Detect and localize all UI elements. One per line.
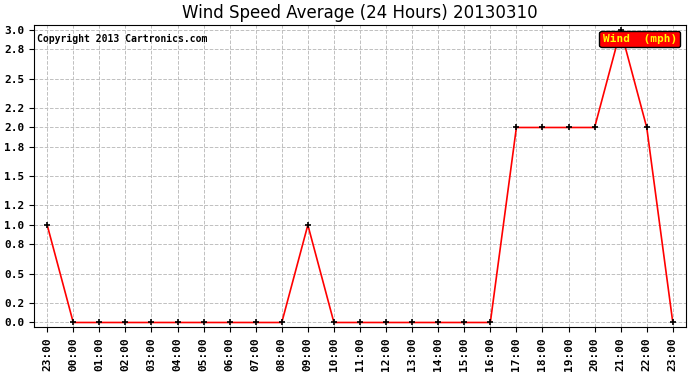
Text: Copyright 2013 Cartronics.com: Copyright 2013 Cartronics.com (37, 34, 208, 44)
Legend: Wind  (mph): Wind (mph) (600, 31, 680, 47)
Title: Wind Speed Average (24 Hours) 20130310: Wind Speed Average (24 Hours) 20130310 (182, 4, 538, 22)
